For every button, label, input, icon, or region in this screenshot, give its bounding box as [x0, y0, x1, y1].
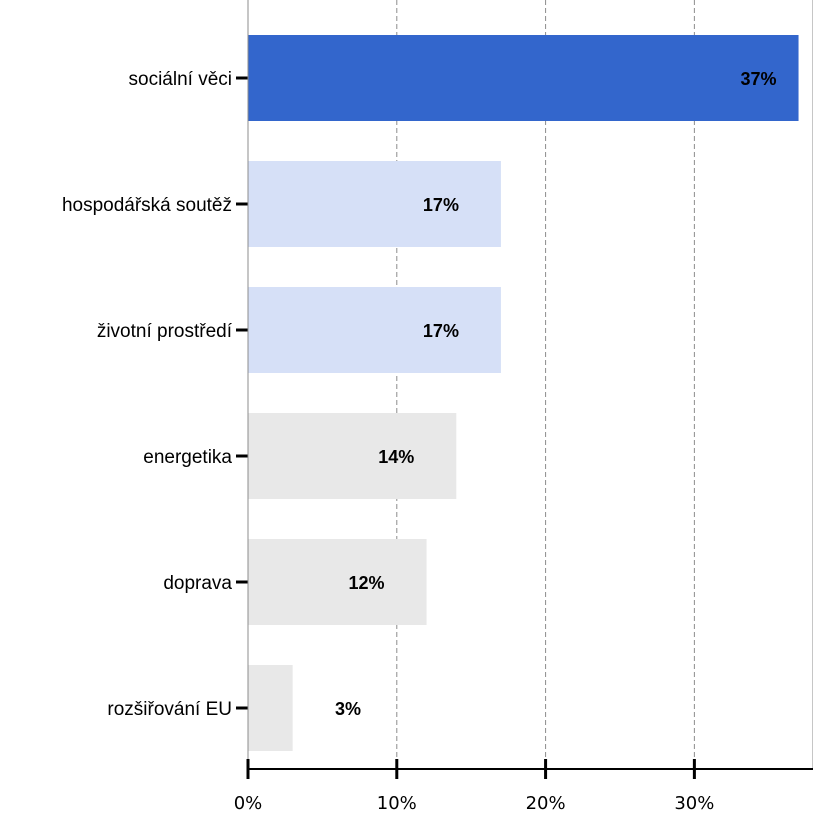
- value-label-0: 37%: [741, 69, 777, 89]
- category-label-0: sociální věci: [129, 69, 233, 90]
- bar-1: [248, 161, 501, 247]
- labels: sociální věci 37% hospodářská soutěž 17% živ…: [62, 69, 777, 813]
- value-label-1: 17%: [423, 195, 459, 215]
- bar-3: [248, 413, 457, 499]
- x-tick-label-2: 20%: [526, 793, 566, 813]
- bar-0: [248, 35, 799, 121]
- value-label-4: 12%: [349, 573, 385, 593]
- value-label-5: 3%: [335, 699, 361, 719]
- bar-5: [248, 665, 293, 751]
- value-label-3: 14%: [378, 447, 414, 467]
- value-label-2: 17%: [423, 321, 459, 341]
- bar-2: [248, 287, 501, 373]
- category-label-3: energetika: [143, 447, 232, 468]
- x-tick-label-3: 30%: [674, 793, 714, 813]
- category-label-1: hospodářská soutěž: [62, 195, 232, 216]
- x-tick-label-0: 0%: [234, 793, 263, 813]
- category-label-2: životní prostředí: [97, 321, 233, 342]
- grid-lines: [396, 0, 813, 769]
- x-tick-label-1: 10%: [377, 793, 417, 813]
- category-label-5: rozšiřování EU: [107, 699, 232, 720]
- bar-4: [248, 539, 427, 625]
- bars: [248, 35, 799, 751]
- category-label-4: doprava: [163, 573, 232, 594]
- axes: [236, 0, 813, 779]
